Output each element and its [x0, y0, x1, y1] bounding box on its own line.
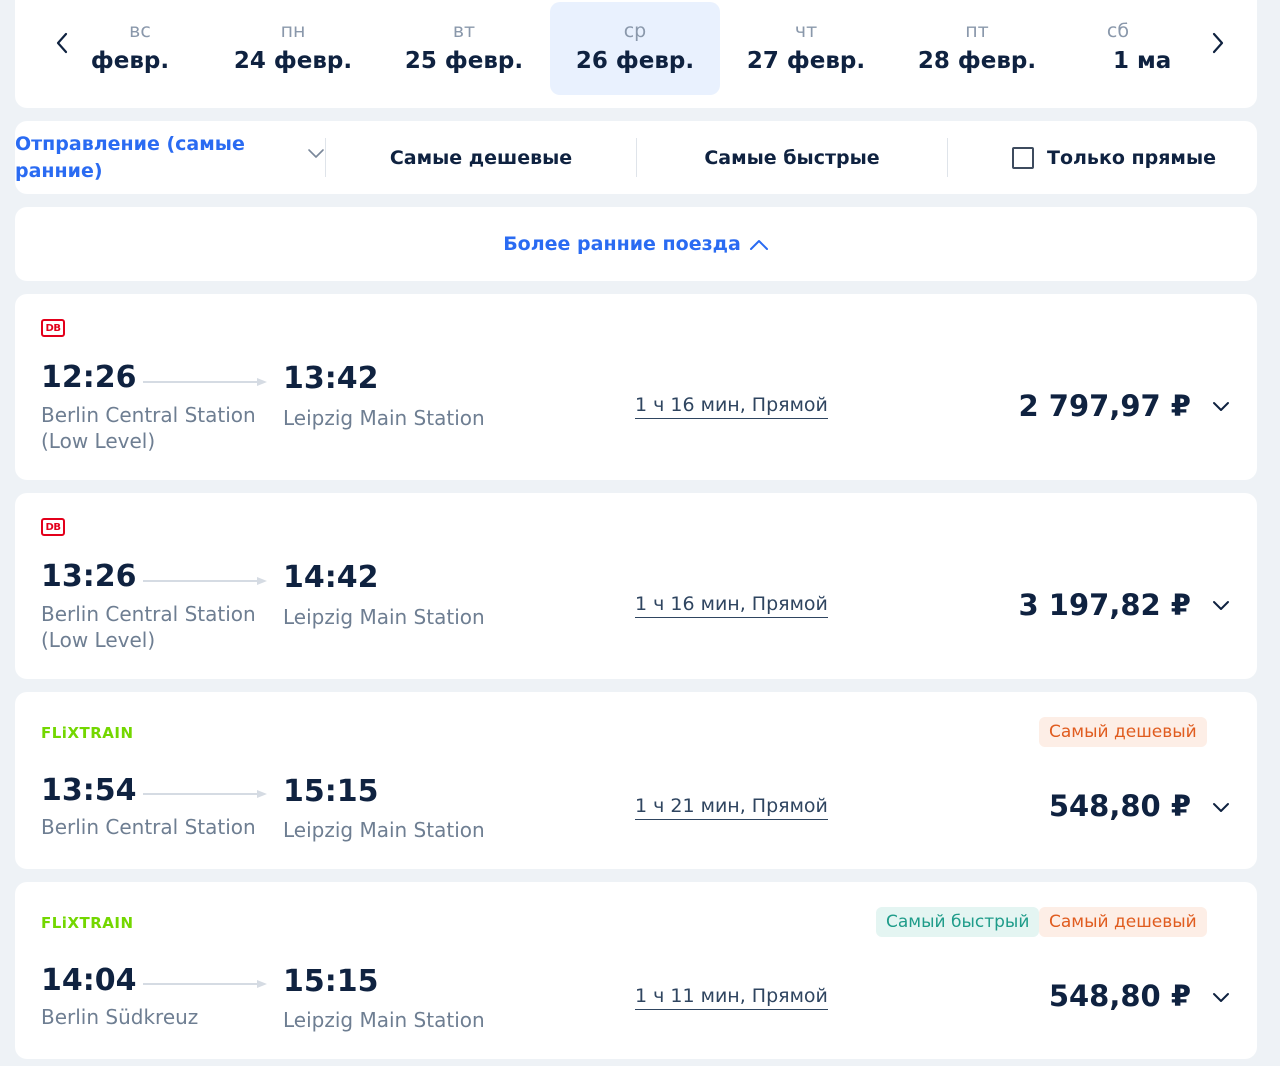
next-date-arrow[interactable]: [1203, 28, 1233, 58]
chevron-left-icon: [56, 32, 68, 54]
price: 3 197,82 ₽: [1018, 588, 1191, 622]
departure-time: 14:04: [41, 963, 137, 998]
day-of-week: пт: [965, 20, 989, 42]
cheapest-badge: Самый дешевый: [1039, 907, 1207, 937]
date-label: 1 мар: [1113, 48, 1173, 74]
earlier-trains-button[interactable]: Более ранние поезда: [15, 207, 1257, 281]
direct-only-toggle[interactable]: Только прямые: [1012, 121, 1216, 194]
fastest-badge: Самый быстрый: [876, 907, 1040, 937]
date-item[interactable]: пт 28 февр.: [892, 2, 1062, 95]
arrival-station: Leipzig Main Station: [283, 818, 485, 842]
chevron-down-icon[interactable]: [1211, 400, 1231, 414]
route-arrow-icon: [143, 790, 267, 798]
day-of-week: чт: [794, 20, 818, 42]
sort-dropdown-label: Отправление (самые ранние): [15, 133, 245, 182]
divider: [636, 138, 637, 177]
day-of-week: пн: [280, 20, 306, 42]
departure-time: 13:26: [41, 559, 137, 594]
db-logo: DB: [41, 518, 65, 536]
day-of-week: вт: [452, 20, 476, 42]
departure-time: 12:26: [41, 360, 137, 395]
route-arrow-icon: [143, 378, 267, 386]
departure-station: Berlin Central Station (Low Level): [41, 602, 256, 652]
flixtrain-logo: FLiXTRAIN: [41, 914, 134, 932]
train-card[interactable]: DB 12:26 13:42 Berlin Central Station (L…: [15, 294, 1257, 480]
date-item[interactable]: сб 1 мар: [1063, 2, 1173, 95]
arrival-time: 14:42: [283, 560, 379, 595]
db-logo: DB: [41, 319, 65, 337]
flixtrain-logo: FLiXTRAIN: [41, 724, 134, 742]
date-label: 25 февр.: [404, 48, 524, 74]
direct-only-label: Только прямые: [1047, 146, 1217, 169]
day-of-week: вс: [129, 20, 151, 42]
duration-link[interactable]: 1 ч 16 мин, Прямой: [635, 394, 828, 419]
arrival-station: Leipzig Main Station: [283, 605, 485, 629]
departure-station: Berlin Central Station: [41, 815, 256, 839]
route-arrow-icon: [143, 980, 267, 988]
train-card[interactable]: FLiXTRAIN Самый быстрый Самый дешевый 14…: [15, 882, 1257, 1059]
arrival-station: Leipzig Main Station: [283, 406, 485, 430]
direct-only-checkbox[interactable]: [1012, 146, 1034, 169]
filter-bar: Отправление (самые ранние) Самые дешевые…: [15, 121, 1257, 194]
departure-station: Berlin Central Station (Low Level): [41, 403, 256, 453]
train-card[interactable]: DB 13:26 14:42 Berlin Central Station (L…: [15, 493, 1257, 679]
arrival-station: Leipzig Main Station: [283, 1008, 485, 1032]
date-item[interactable]: вс февр.: [55, 2, 225, 95]
price: 2 797,97 ₽: [1018, 389, 1191, 423]
day-of-week: ср: [623, 20, 647, 42]
arrival-time: 13:42: [283, 361, 379, 396]
earlier-trains-label: Более ранние поезда: [503, 233, 741, 255]
arrival-time: 15:15: [283, 774, 379, 809]
departure-station: Berlin Südkreuz: [41, 1005, 199, 1029]
chevron-down-icon[interactable]: [1211, 801, 1231, 815]
route-arrow-icon: [143, 577, 267, 585]
duration-link[interactable]: 1 ч 21 мин, Прямой: [635, 795, 828, 820]
price: 548,80 ₽: [1048, 789, 1191, 823]
price: 548,80 ₽: [1048, 979, 1191, 1013]
date-item[interactable]: вт 25 февр.: [379, 2, 549, 95]
departure-time: 13:54: [41, 773, 137, 808]
sort-fastest-button[interactable]: Самые быстрые: [704, 146, 880, 169]
divider: [947, 138, 948, 177]
date-item-selected[interactable]: ср 26 февр.: [550, 2, 720, 95]
duration-link[interactable]: 1 ч 11 мин, Прямой: [635, 985, 828, 1010]
divider: [325, 138, 326, 177]
cheapest-badge: Самый дешевый: [1039, 717, 1207, 747]
date-item[interactable]: чт 27 февр.: [721, 2, 891, 95]
chevron-right-icon: [1212, 32, 1224, 54]
date-label: 27 февр.: [746, 48, 866, 74]
train-card[interactable]: FLiXTRAIN Самый дешевый 13:54 15:15 Berl…: [15, 692, 1257, 869]
chevron-down-icon[interactable]: [1211, 991, 1231, 1005]
date-label: 24 февр.: [233, 48, 353, 74]
arrival-time: 15:15: [283, 964, 379, 999]
day-of-week: сб: [1106, 20, 1130, 42]
date-label: февр.: [90, 48, 170, 74]
date-strip: вс февр. пн 24 февр. вт 25 февр. ср 26 ф…: [15, 0, 1257, 108]
date-label: 26 февр.: [575, 48, 695, 74]
duration-link[interactable]: 1 ч 16 мин, Прямой: [635, 593, 828, 618]
sort-dropdown[interactable]: Отправление (самые ранние): [15, 131, 325, 183]
date-label: 28 февр.: [917, 48, 1037, 74]
date-item[interactable]: пн 24 февр.: [208, 2, 378, 95]
chevron-up-icon: [749, 239, 768, 250]
prev-date-arrow[interactable]: [47, 28, 77, 58]
chevron-down-icon[interactable]: [1211, 599, 1231, 613]
chevron-down-icon: [308, 149, 324, 158]
sort-cheapest-button[interactable]: Самые дешевые: [389, 146, 573, 169]
